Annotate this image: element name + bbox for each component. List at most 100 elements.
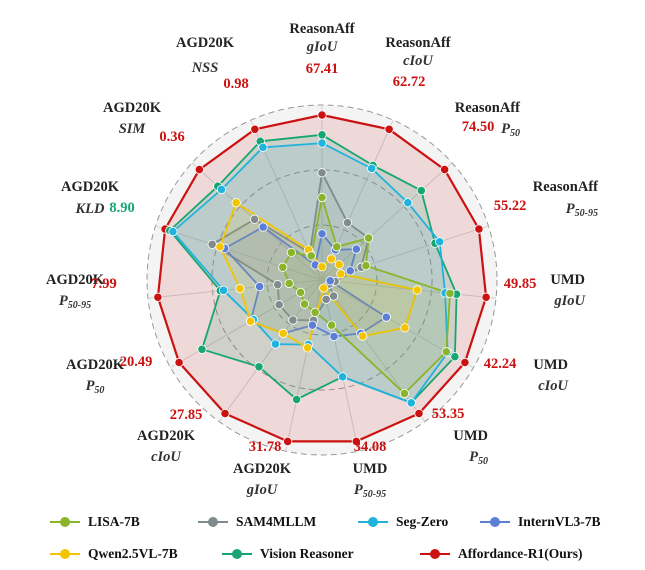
data-point <box>332 242 342 252</box>
legend-label: LISA-7B <box>88 514 140 529</box>
data-point <box>274 300 284 310</box>
data-point <box>207 239 217 249</box>
legend-swatch <box>222 548 252 560</box>
axis-label-metric: P50 <box>501 121 520 139</box>
data-point <box>317 262 327 272</box>
data-point <box>317 192 327 203</box>
legend-item: Qwen2.5VL-7B <box>50 546 178 562</box>
axis-label-metric: cIoU <box>151 449 182 465</box>
data-point <box>317 138 327 148</box>
data-point <box>283 436 293 446</box>
data-point <box>306 251 316 261</box>
data-point <box>363 233 374 243</box>
data-point <box>292 394 302 405</box>
data-point <box>319 283 329 293</box>
data-point <box>278 262 288 272</box>
axis-label-metric: cIoU <box>538 378 569 394</box>
data-point <box>168 226 178 237</box>
data-point <box>284 278 294 289</box>
axis-label-name: AGD20K <box>233 461 292 477</box>
axis-label-metric: gIoU <box>246 482 279 498</box>
legend-item: Seg-Zero <box>358 514 448 530</box>
axis-label-name: ReasonAff <box>455 100 520 116</box>
data-point <box>278 328 288 338</box>
axis-label-name: AGD20K <box>103 100 162 116</box>
data-point <box>317 229 327 239</box>
axis-label-name: AGD20K <box>46 272 105 288</box>
data-point <box>460 357 470 368</box>
data-point <box>399 388 410 399</box>
data-point <box>307 320 317 330</box>
legend-swatch <box>358 516 388 528</box>
legend-swatch <box>198 516 228 528</box>
axis-max-value-label: 34.08 <box>354 439 387 455</box>
axis-label-name: AGD20K <box>61 179 120 195</box>
legend-item: Affordance-R1(Ours) <box>420 546 582 562</box>
radar-chart: ReasonAff gIoU 67.41 ReasonAff cIoU 62.72 Reas… <box>46 21 598 500</box>
data-point <box>255 281 265 292</box>
legend-swatch <box>50 548 80 560</box>
data-point <box>361 261 371 271</box>
axis-label-name: UMD <box>533 357 568 373</box>
data-point <box>249 214 260 224</box>
data-point <box>235 284 245 294</box>
axis-label-name: AGD20K <box>137 428 196 444</box>
data-point <box>416 185 426 196</box>
data-point <box>440 164 450 175</box>
axis-label-name: AGD20K <box>176 35 235 51</box>
data-point <box>220 408 230 419</box>
data-point <box>326 254 336 264</box>
data-point <box>329 331 339 342</box>
legend-item: Vision Reasoner <box>222 546 354 562</box>
series-line-seg-zero <box>171 142 449 404</box>
grid-circle <box>266 224 378 336</box>
data-point <box>337 372 348 382</box>
data-point <box>302 343 313 353</box>
data-point <box>445 288 455 299</box>
data-point <box>258 222 268 232</box>
axis-max-value-label: 53.35 <box>432 406 465 422</box>
axis-max-value-label: 27.85 <box>170 407 203 423</box>
axis-spoke <box>155 225 323 281</box>
data-point <box>254 362 264 372</box>
legend-label: Affordance-R1(Ours) <box>458 546 583 561</box>
legend-swatch <box>480 516 510 528</box>
axis-label-metric: P50-95 <box>354 482 386 500</box>
legend-label: Vision Reasoner <box>260 546 354 561</box>
data-point <box>258 142 268 152</box>
series-line-internvl3-7b <box>223 226 388 338</box>
axis-label-name: AGD20K <box>66 357 125 373</box>
legend-swatch <box>50 516 80 528</box>
data-point <box>317 168 327 178</box>
axis-label-metric: P50-95 <box>59 293 91 311</box>
axis-max-value-label: 49.85 <box>504 276 537 292</box>
data-point <box>153 292 163 302</box>
data-point <box>403 198 413 208</box>
data-point <box>286 247 296 257</box>
axis-label-metric: P50 <box>469 449 488 467</box>
axis-label-name: UMD <box>353 461 388 477</box>
axis-max-value-label: 20.49 <box>120 354 153 370</box>
axis-max-value-label: 0.98 <box>223 76 248 92</box>
series-line-lisa-7b <box>281 196 451 395</box>
data-point <box>450 352 460 362</box>
axis-max-value-label: 0.36 <box>159 129 184 145</box>
data-point <box>384 124 394 134</box>
axis-label-name: ReasonAff <box>289 21 354 37</box>
data-point <box>327 320 337 330</box>
axis-label-metric: gIoU <box>553 293 586 309</box>
data-point <box>299 299 310 309</box>
axis-max-value-label: 55.22 <box>494 198 527 214</box>
axis-label-metric: NSS <box>191 60 219 76</box>
axis-max-value-label: 74.50 <box>462 119 495 135</box>
data-point <box>329 291 339 301</box>
axis-label-metric: SIM <box>119 121 147 137</box>
data-point <box>481 292 491 302</box>
data-point <box>412 285 422 295</box>
legend-item: LISA-7B <box>50 514 140 530</box>
axis-label-metric: cIoU <box>403 53 434 69</box>
axis-label-metric: KLD <box>75 201 106 217</box>
data-point <box>321 294 331 304</box>
chart-legend: LISA-7B SAM4MLLM Seg-Zero InternVL3-7B Qwen2… <box>0 500 645 570</box>
data-point <box>310 307 320 317</box>
